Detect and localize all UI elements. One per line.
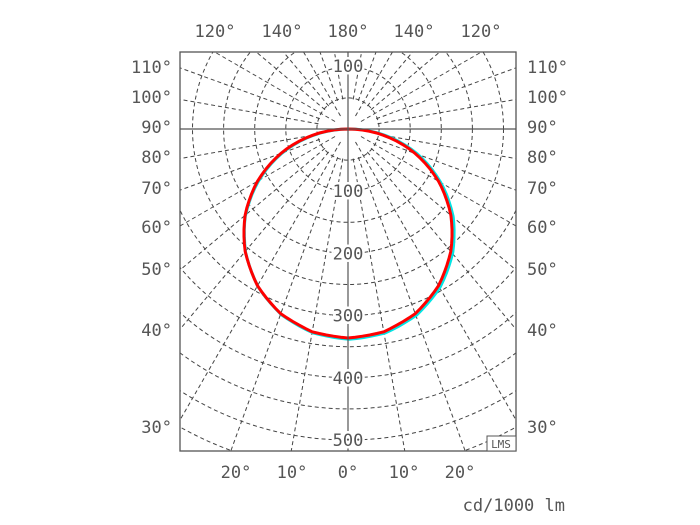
grid-radial-line	[230, 157, 339, 451]
grid-radial-line	[370, 147, 516, 271]
radial-tick-label: 300	[333, 307, 364, 327]
grid-radial-line	[333, 52, 344, 100]
grid-radial-line	[355, 52, 393, 117]
grid-radial-line	[180, 141, 341, 421]
grid-radial-line	[319, 52, 339, 101]
angle-label-left: 100°	[131, 88, 172, 108]
grid-radial-line	[376, 138, 516, 191]
angle-label-bottom: 20°	[221, 463, 252, 483]
angle-label-top: 120°	[461, 22, 502, 42]
grid-radial-line	[355, 141, 516, 421]
grid-radial-line	[360, 136, 516, 227]
grid-radial-line	[255, 52, 326, 111]
grid-radial-line	[180, 133, 319, 160]
angle-label-top: 120°	[195, 22, 236, 42]
angle-label-bottom: 20°	[445, 463, 476, 483]
grid-radial-line	[290, 158, 344, 451]
angle-label-top: 180°	[328, 22, 369, 42]
lms-badge: LMS	[486, 435, 517, 452]
grid-radial-line	[283, 52, 330, 107]
grid-radial-line	[366, 151, 516, 330]
grid-radial-line	[180, 67, 320, 120]
angle-label-bottom: 10°	[389, 463, 420, 483]
angle-label-left: 40°	[141, 321, 172, 341]
grid-radial-line	[376, 67, 516, 120]
grid-radial-line	[352, 52, 363, 100]
grid-radial-line	[377, 98, 516, 125]
grid-radial-line	[357, 157, 466, 451]
angle-label-left: 80°	[141, 148, 172, 168]
angle-label-right: 30°	[527, 418, 558, 438]
angle-label-bottom: 10°	[277, 463, 308, 483]
radial-tick-label: 500	[333, 431, 364, 451]
grid-radial-line	[370, 52, 441, 111]
angle-label-bottom: 0°	[338, 463, 358, 483]
grid-radial-line	[180, 136, 336, 227]
grid-radial-line	[180, 147, 326, 271]
angle-label-right: 110°	[527, 58, 568, 78]
grid-radial-line	[360, 52, 482, 122]
angle-label-top: 140°	[394, 22, 435, 42]
radial-tick-label: 400	[333, 369, 364, 389]
angle-label-left: 50°	[141, 260, 172, 280]
angle-label-right: 60°	[527, 218, 558, 238]
grid-radial-line	[377, 133, 516, 160]
angle-label-left: 110°	[131, 58, 172, 78]
radial-tick-label: 100	[333, 182, 364, 202]
angle-label-right: 80°	[527, 148, 558, 168]
angle-label-left: 70°	[141, 179, 172, 199]
grid-radial-line	[180, 151, 330, 330]
angle-label-left: 30°	[141, 418, 172, 438]
grid-radial-line	[366, 52, 413, 107]
unit-label: cd/1000 lm	[463, 496, 565, 516]
grid-radial-line	[352, 158, 406, 451]
radial-tick-label: 200	[333, 244, 364, 264]
angle-label-right: 50°	[527, 260, 558, 280]
lms-badge-text: LMS	[491, 438, 511, 451]
grid-radial-line	[180, 98, 319, 125]
grid-radial-line	[180, 138, 320, 191]
grid-radial-line	[303, 52, 341, 117]
angle-label-left: 90°	[141, 118, 172, 138]
angle-label-right: 100°	[527, 88, 568, 108]
angle-label-right: 90°	[527, 118, 558, 138]
angle-label-left: 60°	[141, 218, 172, 238]
grid-radial-line	[357, 52, 377, 101]
radial-tick-label: 100	[333, 57, 364, 77]
grid-radial-line	[214, 52, 336, 122]
angle-label-right: 70°	[527, 179, 558, 199]
angle-label-top: 140°	[262, 22, 303, 42]
angle-label-right: 40°	[527, 321, 558, 341]
